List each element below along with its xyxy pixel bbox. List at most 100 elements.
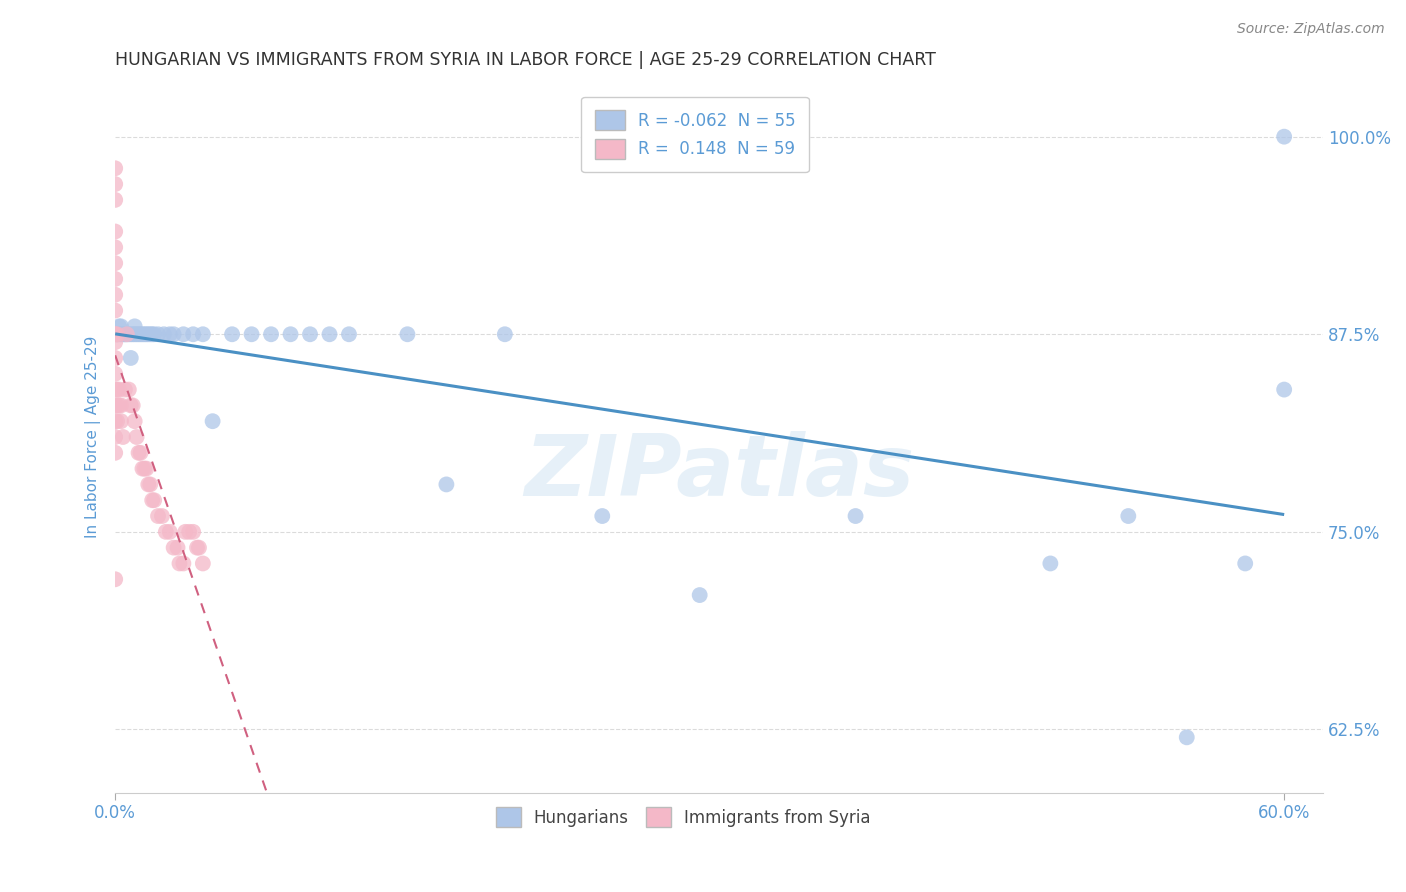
Point xyxy=(188,541,211,555)
Point xyxy=(114,327,136,342)
Point xyxy=(104,430,127,444)
Point xyxy=(174,524,197,539)
Point xyxy=(104,327,127,342)
Point xyxy=(110,414,132,428)
Point xyxy=(114,327,136,342)
Point xyxy=(191,327,214,342)
Point xyxy=(110,327,132,342)
Point xyxy=(260,327,283,342)
Point xyxy=(105,383,128,397)
Point xyxy=(105,414,128,428)
Point xyxy=(110,327,132,342)
Y-axis label: In Labor Force | Age 25-29: In Labor Force | Age 25-29 xyxy=(86,335,101,538)
Point xyxy=(108,327,131,342)
Point xyxy=(104,303,127,318)
Point xyxy=(134,461,156,475)
Point xyxy=(179,524,201,539)
Point xyxy=(105,398,128,412)
Point xyxy=(104,327,127,342)
Point xyxy=(221,327,243,342)
Point xyxy=(150,509,173,524)
Point xyxy=(141,493,163,508)
Point xyxy=(146,327,169,342)
Point xyxy=(186,541,208,555)
Point xyxy=(104,177,127,191)
Point xyxy=(135,327,157,342)
Point xyxy=(280,327,302,342)
Point xyxy=(131,327,153,342)
Point xyxy=(201,414,224,428)
Point xyxy=(434,477,457,491)
Point xyxy=(114,383,136,397)
Point xyxy=(172,557,194,571)
Point xyxy=(494,327,516,342)
Point xyxy=(120,351,142,365)
Point xyxy=(181,524,204,539)
Point xyxy=(162,327,184,342)
Point xyxy=(104,414,127,428)
Point xyxy=(104,287,127,301)
Text: Source: ZipAtlas.com: Source: ZipAtlas.com xyxy=(1237,22,1385,37)
Point xyxy=(105,327,128,342)
Point xyxy=(115,327,138,342)
Point xyxy=(153,327,176,342)
Point xyxy=(134,327,156,342)
Point xyxy=(104,398,127,412)
Point xyxy=(139,327,162,342)
Point xyxy=(104,256,127,270)
Point xyxy=(104,225,127,239)
Point xyxy=(129,446,152,460)
Point xyxy=(104,572,127,586)
Legend: Hungarians, Immigrants from Syria: Hungarians, Immigrants from Syria xyxy=(489,800,877,834)
Point xyxy=(141,327,163,342)
Point xyxy=(181,327,204,342)
Point xyxy=(104,335,127,350)
Point xyxy=(120,398,142,412)
Point xyxy=(143,493,166,508)
Point xyxy=(111,430,134,444)
Point xyxy=(124,319,146,334)
Text: ZIPatlas: ZIPatlas xyxy=(524,431,914,514)
Point xyxy=(105,327,128,342)
Point xyxy=(105,327,128,342)
Point xyxy=(162,541,184,555)
Point xyxy=(146,509,169,524)
Point xyxy=(159,327,181,342)
Point xyxy=(108,383,131,397)
Point xyxy=(169,557,191,571)
Text: HUNGARIAN VS IMMIGRANTS FROM SYRIA IN LABOR FORCE | AGE 25-29 CORRELATION CHART: HUNGARIAN VS IMMIGRANTS FROM SYRIA IN LA… xyxy=(115,51,936,69)
Point xyxy=(1272,383,1295,397)
Point xyxy=(131,461,153,475)
Point xyxy=(118,327,141,342)
Point xyxy=(124,327,146,342)
Point xyxy=(125,430,148,444)
Point xyxy=(104,193,127,207)
Point xyxy=(136,477,159,491)
Point xyxy=(1116,509,1139,524)
Point xyxy=(110,398,132,412)
Point xyxy=(128,446,150,460)
Point xyxy=(1272,129,1295,144)
Point xyxy=(118,383,141,397)
Point xyxy=(121,398,143,412)
Point xyxy=(844,509,866,524)
Point xyxy=(143,327,166,342)
Point xyxy=(591,509,613,524)
Point xyxy=(172,327,194,342)
Point xyxy=(104,240,127,254)
Point xyxy=(1175,731,1198,745)
Point xyxy=(166,541,188,555)
Point xyxy=(1234,557,1257,571)
Point xyxy=(104,383,127,397)
Point xyxy=(135,461,157,475)
Point xyxy=(128,327,150,342)
Point xyxy=(689,588,711,602)
Point xyxy=(110,319,132,334)
Point xyxy=(136,327,159,342)
Point xyxy=(105,327,128,342)
Point xyxy=(104,272,127,286)
Point xyxy=(104,367,127,381)
Point xyxy=(298,327,321,342)
Point xyxy=(115,327,138,342)
Point xyxy=(159,524,181,539)
